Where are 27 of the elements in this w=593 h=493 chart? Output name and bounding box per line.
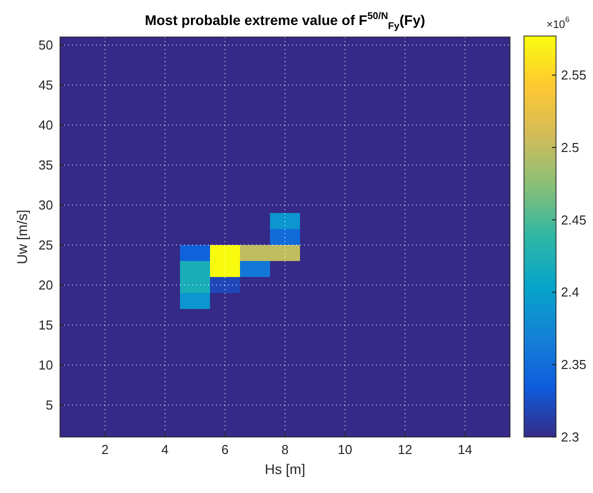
color-bar-label: 2.5: [561, 140, 580, 155]
y-tick-label: 50: [38, 38, 53, 52]
x-tick-label: 10: [338, 442, 352, 457]
color-bar-label: 2.45: [561, 212, 586, 228]
y-tick-label: 10: [38, 358, 53, 372]
y-tick-label: 40: [38, 118, 53, 132]
color-bar-label: 2.3: [561, 430, 580, 444]
x-tick-label: 4: [161, 442, 169, 457]
color-bar-label: 2.35: [561, 357, 586, 372]
y-tick-label: 45: [38, 78, 53, 92]
x-tick-label: 2: [101, 442, 109, 457]
chart-title: Most probable extreme value of F$^{50/N}$$_{Fy}$(Fy): [144, 11, 426, 32]
y-tick-label: 5: [46, 398, 53, 412]
x-tick-label: 8: [281, 442, 289, 457]
y-tick-label: 30: [38, 198, 53, 212]
text: ×10$^{6}$: [546, 15, 570, 31]
y-tick-label: 35: [38, 158, 53, 172]
color-bar-label: 2.55: [561, 68, 586, 83]
color-bar-label: 2.4: [561, 284, 580, 300]
y-tick-label: 20: [38, 278, 53, 292]
y-tick-label: 25: [38, 238, 53, 252]
x-tick-label: 14: [458, 442, 472, 457]
x-axis-title: Hs [m]: [264, 461, 306, 477]
y-tick-label: 15: [38, 318, 53, 332]
x-tick-label: 12: [398, 442, 412, 457]
x-tick-label: 6: [221, 442, 229, 457]
y-axis-title: Uw [m/s]: [14, 210, 30, 264]
